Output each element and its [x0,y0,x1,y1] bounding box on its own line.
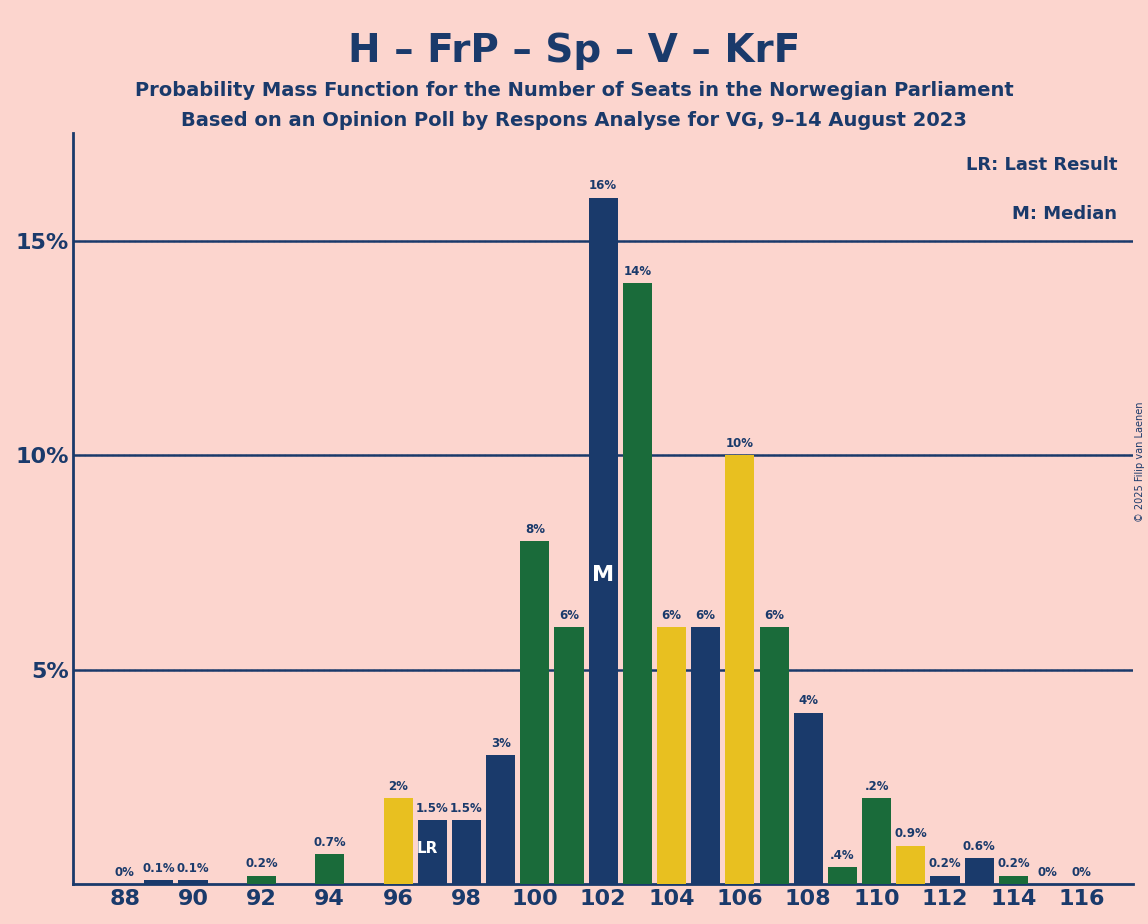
Text: © 2025 Filip van Laenen: © 2025 Filip van Laenen [1134,402,1145,522]
Text: 6%: 6% [661,609,682,622]
Text: 3%: 3% [490,737,511,750]
Text: 0.2%: 0.2% [245,857,278,870]
Bar [623,284,652,884]
Text: 4%: 4% [798,694,819,708]
Bar [418,820,447,884]
Bar [554,626,583,884]
Text: 0.6%: 0.6% [963,840,995,853]
Bar [828,867,856,884]
Text: .4%: .4% [830,849,855,862]
Text: 0%: 0% [1038,866,1057,879]
Text: 8%: 8% [525,523,545,536]
Text: Based on an Opinion Poll by Respons Analyse for VG, 9–14 August 2023: Based on an Opinion Poll by Respons Anal… [181,111,967,130]
Text: 16%: 16% [589,179,618,192]
Text: Probability Mass Function for the Number of Seats in the Norwegian Parliament: Probability Mass Function for the Number… [134,81,1014,101]
Text: 6%: 6% [765,609,784,622]
Text: 6%: 6% [559,609,579,622]
Text: 0.9%: 0.9% [894,827,928,840]
Text: 1.5%: 1.5% [416,802,449,815]
Bar [247,876,276,884]
Bar [931,876,960,884]
Bar [486,756,515,884]
Text: 0%: 0% [1072,866,1092,879]
Bar [452,820,481,884]
Bar [760,626,789,884]
Text: H – FrP – Sp – V – KrF: H – FrP – Sp – V – KrF [348,32,800,70]
Bar [145,880,173,884]
Bar [999,876,1027,884]
Bar [862,798,891,884]
Bar [178,880,208,884]
Text: 1.5%: 1.5% [450,802,483,815]
Bar [383,798,412,884]
Bar [520,541,550,884]
Text: M: M [592,565,614,585]
Bar [316,854,344,884]
Text: 2%: 2% [388,780,408,793]
Bar [657,626,687,884]
Text: 0%: 0% [115,866,134,879]
Text: 6%: 6% [696,609,715,622]
Bar [793,712,823,884]
Text: 10%: 10% [726,437,754,450]
Text: 0.1%: 0.1% [142,862,176,875]
Bar [726,456,754,884]
Text: 0.1%: 0.1% [177,862,209,875]
Text: 0.7%: 0.7% [313,836,346,849]
Bar [691,626,720,884]
Text: 0.2%: 0.2% [929,857,961,870]
Text: M: Median: M: Median [1013,204,1117,223]
Text: LR: Last Result: LR: Last Result [965,156,1117,174]
Text: .2%: .2% [864,780,889,793]
Text: 14%: 14% [623,265,651,278]
Bar [589,198,618,884]
Bar [964,858,994,884]
Bar [897,845,925,884]
Text: 0.2%: 0.2% [998,857,1030,870]
Text: LR: LR [417,841,439,856]
